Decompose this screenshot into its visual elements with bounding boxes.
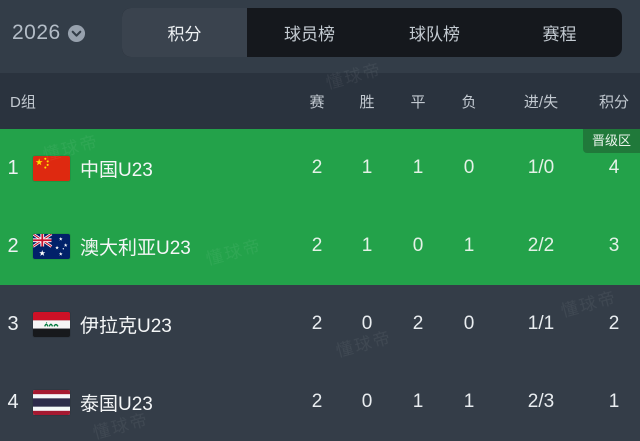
stat-won: 0 [361, 391, 373, 412]
stat-goals: 1/1 [527, 313, 555, 334]
stat-drawn: 1 [412, 391, 424, 412]
team-name: 泰国U23 [80, 393, 153, 415]
tab-bar: 积分 球员榜 球队榜 赛程 [122, 8, 622, 57]
tab-schedule[interactable]: 赛程 [542, 25, 577, 44]
stat-goals: 1/0 [527, 157, 555, 178]
tab-points[interactable]: 积分 [122, 8, 247, 57]
tab-team-rankings[interactable]: 球队榜 [409, 25, 460, 44]
flag-china-icon [33, 155, 70, 181]
column-points: 积分 [598, 93, 629, 111]
stat-played: 2 [311, 313, 323, 334]
rank-number: 4 [7, 390, 19, 413]
flag-australia-icon [33, 233, 70, 259]
flag-iraq-icon [33, 311, 70, 337]
column-won: 胜 [359, 93, 375, 111]
season-selector[interactable]: 2026 [12, 21, 86, 45]
stat-drawn: 2 [412, 313, 424, 334]
column-goals: 进/失 [523, 93, 559, 111]
season-label: 2026 [12, 21, 61, 44]
chevron-down-icon [67, 24, 86, 43]
stat-won: 1 [361, 157, 373, 178]
stat-played: 2 [311, 235, 323, 256]
stat-played: 2 [311, 157, 323, 178]
column-played: 赛 [309, 93, 325, 111]
table-row-thailand[interactable]: 4 泰国U23 2 0 1 1 2/3 1 [0, 363, 640, 441]
group-label: D组 [10, 93, 36, 111]
stat-lost: 0 [463, 313, 475, 334]
stat-lost: 0 [463, 157, 475, 178]
table-header: D组 赛 胜 平 负 进/失 积分 [0, 73, 640, 129]
stat-goals: 2/3 [527, 391, 555, 412]
stat-goals: 2/2 [527, 235, 555, 256]
stat-drawn: 1 [412, 157, 424, 178]
team-name: 伊拉克U23 [80, 315, 172, 337]
promotion-zone: 晋级区 1 中国U23 2 1 1 0 1/0 4 2 [0, 129, 640, 285]
team-name: 澳大利亚U23 [80, 237, 191, 259]
table-row-iraq[interactable]: 3 伊拉克U23 2 0 2 0 1/1 2 [0, 285, 640, 363]
rank-number: 2 [7, 234, 19, 257]
rank-number: 3 [7, 312, 19, 335]
stat-points: 3 [608, 235, 620, 256]
stat-points: 2 [608, 313, 620, 334]
table-row-china[interactable]: 1 中国U23 2 1 1 0 1/0 4 [0, 129, 640, 207]
table-row-australia[interactable]: 2 [0, 207, 640, 285]
rank-number: 1 [7, 156, 19, 179]
stat-lost: 1 [463, 391, 475, 412]
stat-drawn: 0 [412, 235, 424, 256]
stat-played: 2 [311, 391, 323, 412]
top-bar: 2026 积分 球员榜 球队榜 赛程 [0, 0, 640, 73]
column-drawn: 平 [410, 93, 426, 111]
stat-won: 0 [361, 313, 373, 334]
flag-thailand-icon [33, 389, 70, 415]
stat-lost: 1 [463, 235, 475, 256]
promotion-zone-badge: 晋级区 [582, 129, 640, 153]
stat-points: 1 [608, 391, 620, 412]
tab-player-rankings[interactable]: 球员榜 [284, 25, 335, 44]
stat-won: 1 [361, 235, 373, 256]
team-name: 中国U23 [80, 159, 153, 181]
stat-points: 4 [608, 157, 620, 178]
column-lost: 负 [461, 93, 477, 111]
